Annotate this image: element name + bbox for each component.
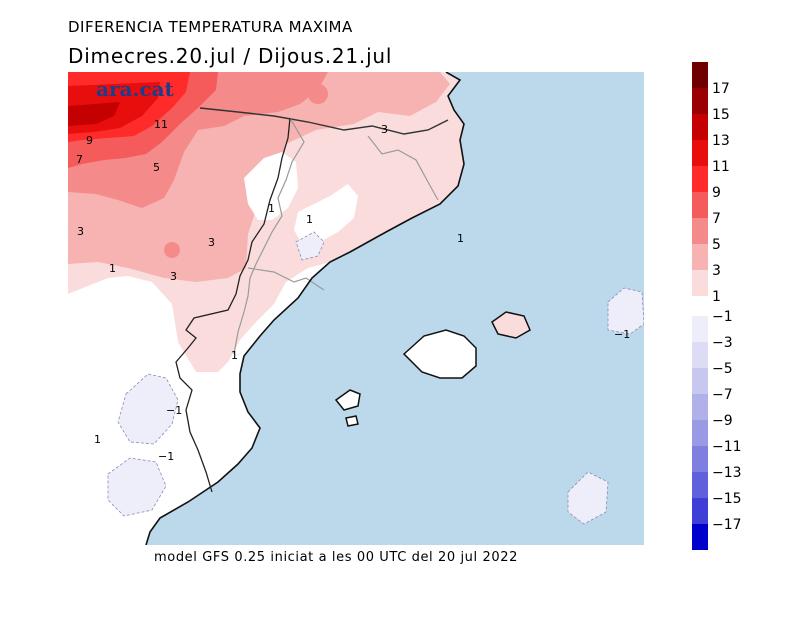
legend-swatch-negative bbox=[692, 316, 708, 342]
neutral-area bbox=[294, 184, 358, 244]
coastline bbox=[145, 72, 465, 545]
legend-swatch-positive bbox=[692, 218, 708, 244]
contour-label: −1 bbox=[166, 404, 182, 417]
legend-swatch-positive bbox=[692, 62, 708, 88]
cool-anomaly bbox=[107, 231, 644, 525]
contour-label: −1 bbox=[614, 328, 630, 341]
contour-label: 3 bbox=[170, 270, 177, 283]
legend-tick-label: −1 bbox=[712, 309, 733, 325]
legend-tick-label: 17 bbox=[712, 81, 730, 97]
inland-border bbox=[175, 117, 291, 493]
legend-swatch-positive bbox=[692, 88, 708, 114]
contour-label: 11 bbox=[154, 118, 168, 131]
contour-label: 1 bbox=[94, 433, 101, 446]
legend-swatch-negative bbox=[692, 394, 708, 420]
legend-swatch-negative bbox=[692, 420, 708, 446]
legend-swatch-negative bbox=[692, 368, 708, 394]
balearic-islands bbox=[334, 311, 531, 427]
legend-tick-label: −7 bbox=[712, 387, 733, 403]
legend-tick-label: −5 bbox=[712, 361, 733, 377]
legend-tick-label: 11 bbox=[712, 159, 730, 175]
legend-tick-label: −9 bbox=[712, 413, 733, 429]
legend-swatch-positive bbox=[692, 140, 708, 166]
contour-label: 3 bbox=[77, 225, 84, 238]
legend-swatch-positive bbox=[692, 244, 708, 270]
contour-label: 3 bbox=[208, 236, 215, 249]
brand-logo: ara.cat bbox=[96, 77, 175, 101]
legend-tick-label: −15 bbox=[712, 491, 742, 507]
legend-swatch-positive bbox=[692, 192, 708, 218]
legend-swatch-negative bbox=[692, 446, 708, 472]
legend-tick-label: 15 bbox=[712, 107, 730, 123]
legend-swatch-negative bbox=[692, 498, 708, 524]
contour-label: 1 bbox=[268, 202, 275, 215]
model-footer: model GFS 0.25 iniciat a les 00 UTC del … bbox=[154, 550, 518, 565]
contour-label: 3 bbox=[381, 123, 388, 136]
contour-label: 9 bbox=[86, 134, 93, 147]
legend-tick-label: 5 bbox=[712, 237, 721, 253]
legend-swatch-positive bbox=[692, 166, 708, 192]
legend-tick-label: −17 bbox=[712, 517, 742, 533]
contour-label: 1 bbox=[457, 232, 464, 245]
contour-label: 1 bbox=[231, 349, 238, 362]
legend-swatch-negative bbox=[692, 472, 708, 498]
contour-label: 1 bbox=[109, 262, 116, 275]
legend-tick-label: 1 bbox=[712, 289, 721, 305]
mallorca-island bbox=[402, 329, 477, 379]
legend-tick-label: 13 bbox=[712, 133, 730, 149]
legend-tick-label: −3 bbox=[712, 335, 733, 351]
legend-tick-label: −13 bbox=[712, 465, 742, 481]
neutral-area bbox=[244, 152, 298, 220]
color-legend: 17 15 13 11 9 7 5 3 1 −1 −3 −5 −7 −9 −11 −13 −15 −17 bbox=[692, 62, 742, 550]
ibiza-island bbox=[334, 389, 361, 411]
legend-swatch-positive bbox=[692, 114, 708, 140]
warm-anomaly bbox=[68, 72, 464, 372]
map-title: DIFERENCIA TEMPERATURA MAXIMA bbox=[68, 18, 353, 36]
menorca-island bbox=[491, 311, 531, 339]
legend-swatch-negative bbox=[692, 524, 708, 550]
contour-label: 5 bbox=[153, 161, 160, 174]
map-subtitle: Dimecres.20.jul / Dijous.21.jul bbox=[68, 44, 393, 68]
legend-swatch-positive bbox=[692, 270, 708, 296]
legend-tick-label: 3 bbox=[712, 263, 721, 279]
contour-label: 7 bbox=[76, 153, 83, 166]
legend-tick-label: 9 bbox=[712, 185, 721, 201]
province-border bbox=[247, 267, 325, 291]
legend-tick-label: 7 bbox=[712, 211, 721, 227]
contour-label: −1 bbox=[158, 450, 174, 463]
formentera-island bbox=[345, 415, 359, 427]
legend-swatch-negative bbox=[692, 342, 708, 368]
region-border bbox=[233, 117, 305, 355]
country-border bbox=[199, 107, 449, 135]
legend-tick-label: −11 bbox=[712, 439, 742, 455]
province-border bbox=[367, 135, 439, 201]
contour-label: 1 bbox=[306, 213, 313, 226]
